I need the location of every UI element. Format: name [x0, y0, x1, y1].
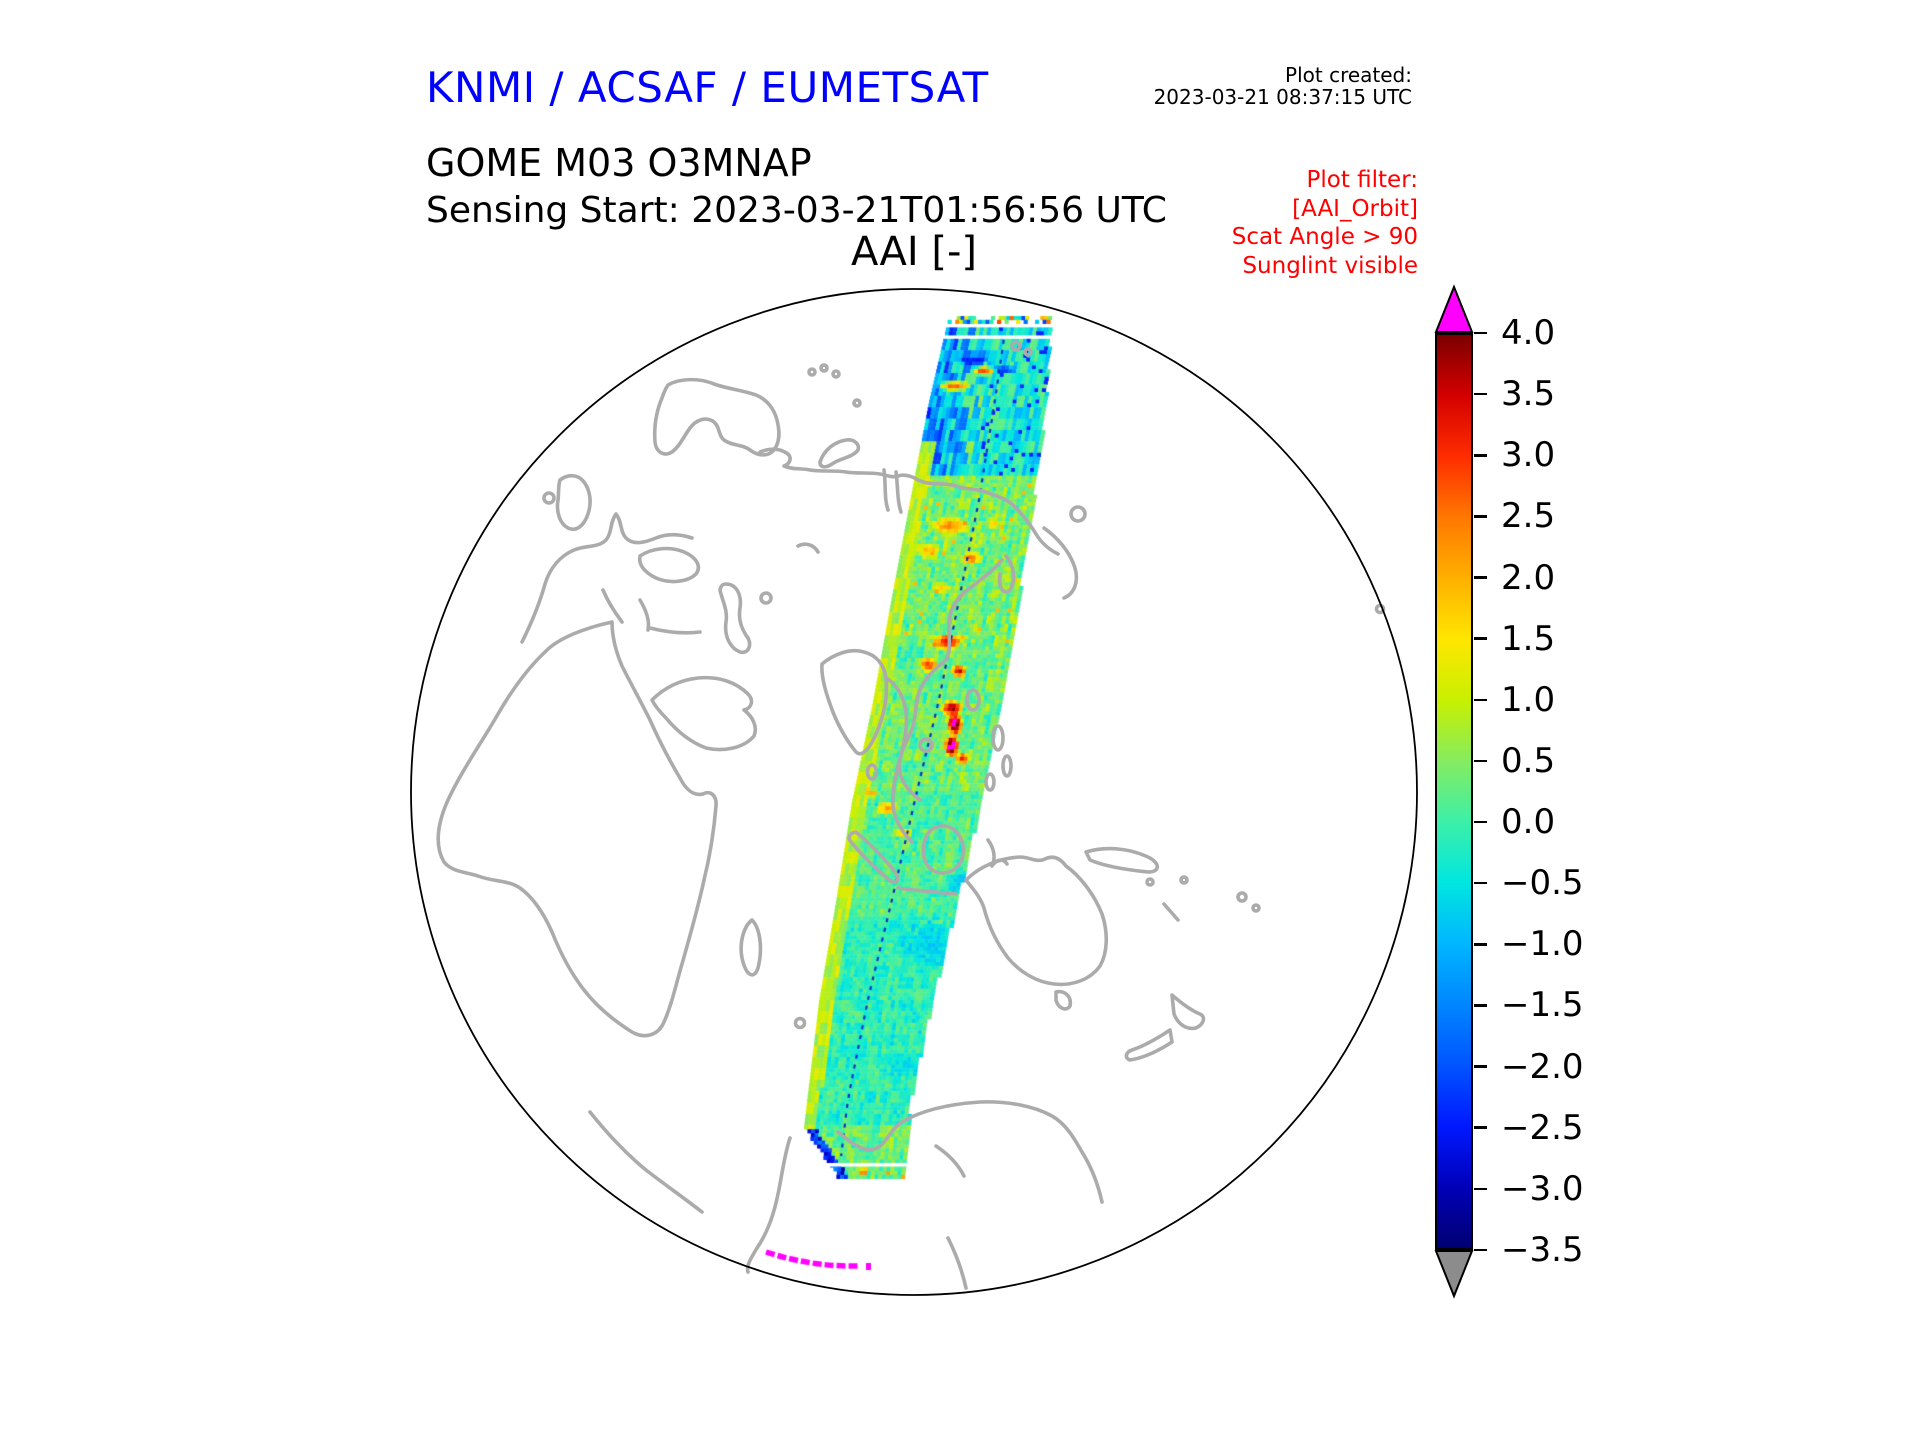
colorbar-tick-−3.0 — [1474, 1187, 1487, 1191]
colorbar-tick-label-0.0: 0.0 — [1501, 802, 1556, 843]
colorbar-tick-label-−3.5: −3.5 — [1501, 1230, 1584, 1270]
colorbar-tick-0.0 — [1474, 820, 1487, 824]
colorbar-tick-2.5 — [1474, 515, 1487, 518]
colorbar-tick-label-2.5: 2.5 — [1501, 496, 1556, 537]
colorbar-tick-−2.5 — [1474, 1126, 1487, 1130]
colorbar-tick-1.0 — [1474, 698, 1487, 702]
colorbar-tick-label-4.0: 4.0 — [1501, 313, 1556, 353]
colorbar-tick-label-−2.5: −2.5 — [1501, 1107, 1584, 1148]
colorbar-tick-−1.0 — [1474, 943, 1487, 946]
colorbar-tick-3.0 — [1474, 453, 1487, 457]
colorbar-tick-label-1.0: 1.0 — [1501, 679, 1556, 720]
colorbar-tick-−2.0 — [1474, 1065, 1487, 1068]
colorbar-tick-label-−1.0: −1.0 — [1501, 924, 1584, 965]
colorbar-tick-label-−0.5: −0.5 — [1501, 863, 1584, 904]
colorbar-tick-3.5 — [1474, 392, 1487, 396]
colorbar-tick-1.5 — [1474, 637, 1487, 640]
colorbar-tick-4.0 — [1474, 331, 1487, 335]
colorbar-tick-2.0 — [1474, 576, 1487, 579]
colorbar-tick-−0.5 — [1474, 881, 1487, 885]
colorbar — [1435, 333, 1473, 1250]
colorbar-tick-−3.5 — [1474, 1248, 1487, 1252]
colorbar-tick-label-3.5: 3.5 — [1501, 374, 1556, 415]
colorbar-tick-0.5 — [1474, 759, 1487, 763]
colorbar-tick-−1.5 — [1474, 1004, 1487, 1007]
colorbar-tick-label-1.5: 1.5 — [1501, 618, 1556, 659]
colorbar-tick-label-−1.5: −1.5 — [1501, 985, 1584, 1026]
colorbar-tick-label-3.0: 3.0 — [1501, 435, 1556, 476]
colorbar-tick-label-0.5: 0.5 — [1501, 740, 1556, 781]
colorbar-tick-label-2.0: 2.0 — [1501, 557, 1556, 598]
colorbar-tick-label-−3.0: −3.0 — [1501, 1168, 1584, 1209]
colorbar-tick-label-−2.0: −2.0 — [1501, 1046, 1584, 1087]
